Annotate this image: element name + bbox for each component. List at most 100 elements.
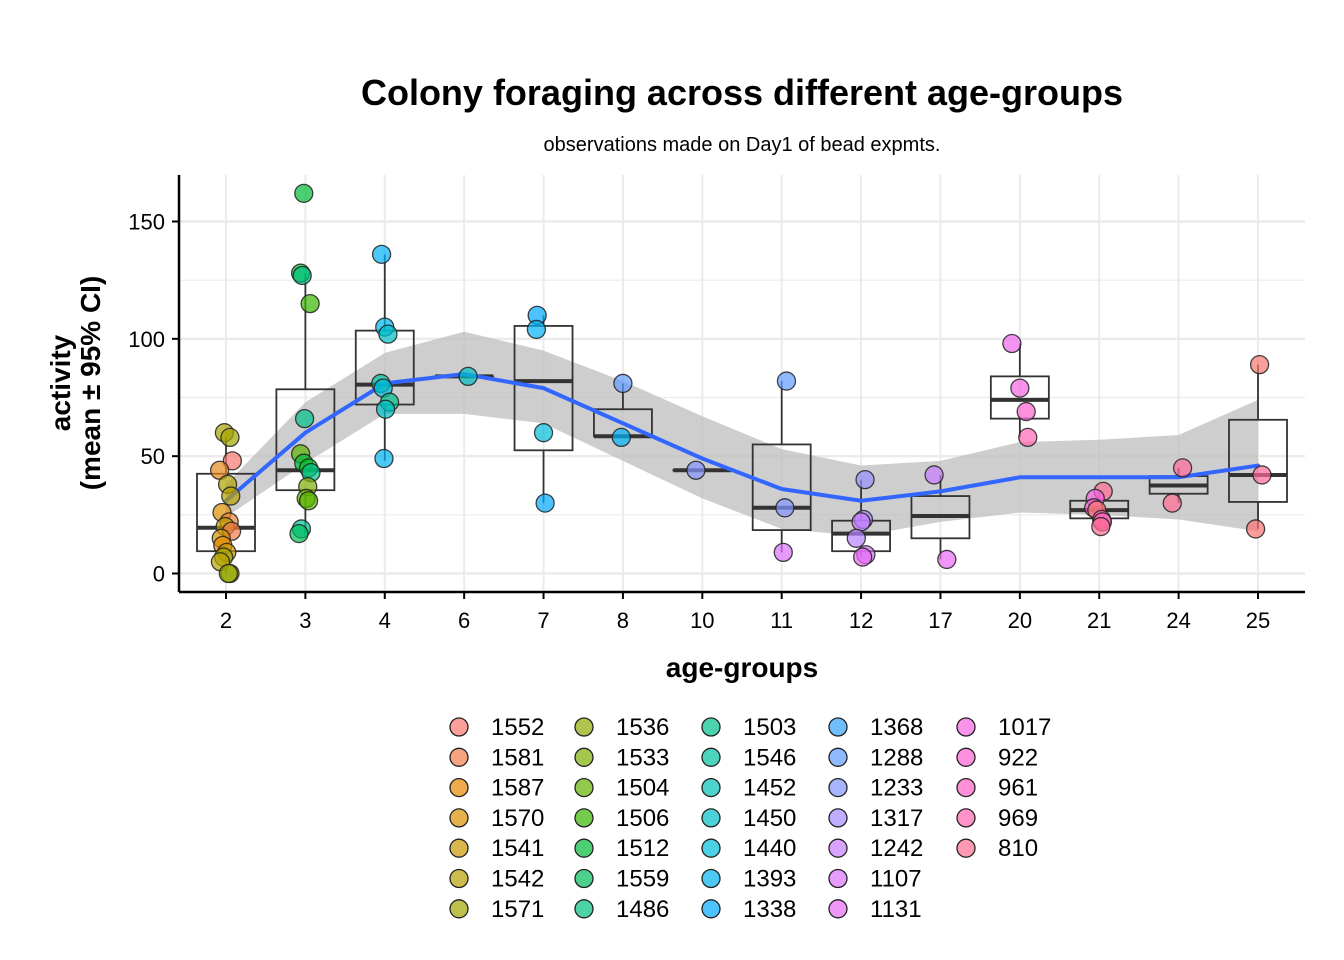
- legend-label: 1288: [870, 744, 923, 771]
- legend-label: 1242: [870, 835, 923, 862]
- data-point: [371, 244, 392, 265]
- legend-swatch: [828, 868, 848, 889]
- legend-label: 1541: [491, 835, 544, 862]
- legend-item-1486: 1486: [574, 896, 669, 923]
- legend-swatch: [701, 777, 721, 798]
- legend-swatch: [956, 808, 976, 828]
- legend-label: 1317: [870, 805, 923, 832]
- box-body: [1228, 418, 1288, 503]
- legend-label: 1503: [743, 714, 796, 741]
- legend-swatch: [701, 747, 721, 767]
- legend-item-1581: 1581: [449, 744, 544, 771]
- legend-item-1559: 1559: [574, 866, 669, 893]
- legend-swatch: [449, 838, 469, 858]
- data-point: [1252, 465, 1272, 485]
- legend-label: 1533: [616, 744, 669, 771]
- x-tick-label: 4: [379, 608, 391, 633]
- legend-swatch: [449, 899, 469, 919]
- legend-item-1506: 1506: [574, 805, 669, 832]
- legend-item-810: 810: [956, 835, 1038, 862]
- legend-swatch: [449, 868, 469, 889]
- legend-swatch: [574, 747, 594, 767]
- data-point: [853, 547, 873, 567]
- legend-label: 1107: [870, 866, 922, 893]
- data-point: [374, 448, 394, 469]
- legend-item-1368: 1368: [828, 714, 923, 741]
- x-tick-label: 12: [849, 608, 873, 633]
- legend-swatch: [956, 717, 976, 737]
- legend-swatch: [574, 808, 594, 828]
- y-tick-labels: 0 50 100 150: [128, 210, 165, 587]
- data-point: [526, 319, 547, 340]
- legend-item-969: 969: [956, 805, 1038, 832]
- x-tick-label: 7: [537, 608, 549, 633]
- x-tick-label: 21: [1087, 608, 1111, 633]
- data-point: [1018, 427, 1038, 448]
- legend-label: 922: [998, 744, 1038, 771]
- legend-label: 1338: [743, 896, 796, 923]
- data-point: [294, 183, 314, 203]
- data-point: [378, 324, 398, 344]
- legend-swatch: [449, 777, 469, 798]
- data-point: [1172, 458, 1193, 478]
- legend-item-1512: 1512: [574, 835, 669, 862]
- legend-label: 1486: [616, 896, 669, 923]
- legend-label: 1587: [491, 775, 544, 802]
- data-point: [294, 408, 315, 429]
- data-point: [292, 265, 312, 286]
- chart-title: Colony foraging across different age-gro…: [361, 72, 1123, 113]
- data-point: [1016, 401, 1036, 422]
- legend-label: 1581: [491, 744, 544, 771]
- data-point: [1245, 519, 1266, 539]
- y-tick-label: 50: [141, 444, 165, 469]
- legend-label: 961: [998, 775, 1038, 802]
- legend-item-961: 961: [956, 775, 1038, 802]
- legend-label: 1570: [491, 805, 544, 832]
- legend-item-1587: 1587: [449, 775, 544, 802]
- legend-item-1552: 1552: [449, 714, 544, 741]
- legend-swatch: [574, 838, 594, 858]
- legend-item-1317: 1317: [828, 805, 923, 832]
- x-tick-label: 2: [220, 608, 232, 633]
- data-point: [375, 399, 396, 419]
- confidence-band-area: [226, 331, 1258, 536]
- legend-item-1440: 1440: [701, 835, 796, 862]
- legend-swatch: [574, 899, 594, 919]
- legend-label: 1017: [998, 714, 1051, 741]
- x-tick-label: 25: [1246, 608, 1270, 633]
- data-point: [611, 427, 631, 448]
- data-point: [458, 366, 478, 387]
- smooth-line-layer: [224, 372, 1260, 503]
- y-tick-label: 100: [128, 327, 165, 352]
- axes: [172, 175, 1305, 599]
- data-point: [1091, 516, 1111, 537]
- legend-label: 1233: [870, 775, 923, 802]
- x-tick-label: 11: [770, 608, 793, 633]
- data-point: [851, 512, 871, 532]
- legend-swatch: [828, 838, 848, 858]
- data-point: [855, 469, 875, 490]
- legend-item-1131: 1131: [828, 896, 922, 923]
- legend-item-1233: 1233: [828, 775, 923, 802]
- legend-item-922: 922: [956, 744, 1038, 771]
- legend: 1552 1581 1587 1570 1541 1542 1571 1536 1533 1504…: [449, 714, 1051, 923]
- data-point: [1249, 354, 1270, 375]
- legend-item-1504: 1504: [574, 775, 669, 802]
- legend-swatch: [828, 899, 848, 919]
- data-point: [773, 542, 793, 563]
- jitter-points: [209, 183, 1272, 584]
- y-axis-title-line1: activity: [45, 334, 76, 431]
- chart-subtitle: observations made on Day1 of bead expmts…: [544, 134, 941, 156]
- smooth-line: [224, 372, 1260, 503]
- legend-label: 1131: [870, 896, 922, 923]
- data-point: [218, 563, 239, 584]
- boxplot-17: [910, 474, 971, 560]
- legend-swatch: [574, 777, 594, 798]
- x-tick-label: 8: [617, 608, 629, 633]
- legend-item-1533: 1533: [574, 744, 669, 771]
- legend-swatch: [828, 777, 848, 798]
- legend-swatch: [956, 777, 976, 798]
- legend-label: 1571: [491, 896, 544, 923]
- x-tick-label: 3: [299, 608, 311, 633]
- data-point: [298, 491, 319, 511]
